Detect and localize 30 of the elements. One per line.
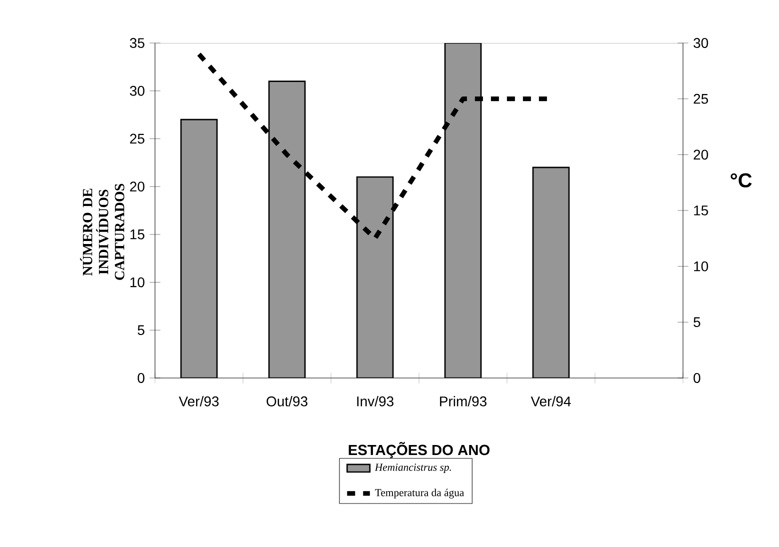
y-tick-label: 5 (138, 325, 144, 336)
x-tick-label: Prim/93 (440, 396, 486, 406)
y2-tick-label: 5 (694, 317, 700, 328)
x-tick-label: Ver/94 (530, 396, 571, 406)
y-axis-title: NÚMERO DE INDIVÍDUOS CAPTURADOS (80, 184, 124, 280)
y-tick-label: 0 (138, 373, 144, 383)
bar (532, 166, 570, 378)
y-tick-label: 20 (130, 182, 144, 192)
y-tick-label: 25 (130, 134, 144, 144)
bar (356, 176, 394, 378)
y2-tick-label: 10 (694, 261, 708, 272)
bar (268, 80, 306, 378)
y2-axis-title: °C (730, 173, 752, 188)
y-tick-label: 10 (130, 277, 144, 288)
y2-tick-label: 30 (694, 38, 708, 48)
y-tick-label: 15 (130, 230, 144, 240)
y2-tick-label: 0 (694, 373, 700, 383)
bar (444, 43, 482, 378)
x-axis-title: ESTAÇÕES DO ANO (348, 442, 490, 458)
y2-tick-label: 20 (694, 150, 708, 160)
y-tick-label: 35 (130, 38, 144, 48)
x-tick-label: Ver/93 (178, 396, 219, 406)
legend-label: Hemiancistrus sp. (374, 464, 451, 474)
x-tick-label: Inv/93 (357, 396, 394, 406)
legend-label: Temperatura da água (375, 488, 464, 498)
y-tick-label: 30 (130, 86, 144, 96)
y2-tick-label: 25 (694, 94, 708, 104)
y2-tick-label: 15 (694, 206, 708, 216)
x-tick-label: Out/93 (266, 396, 308, 406)
bar (180, 118, 218, 378)
